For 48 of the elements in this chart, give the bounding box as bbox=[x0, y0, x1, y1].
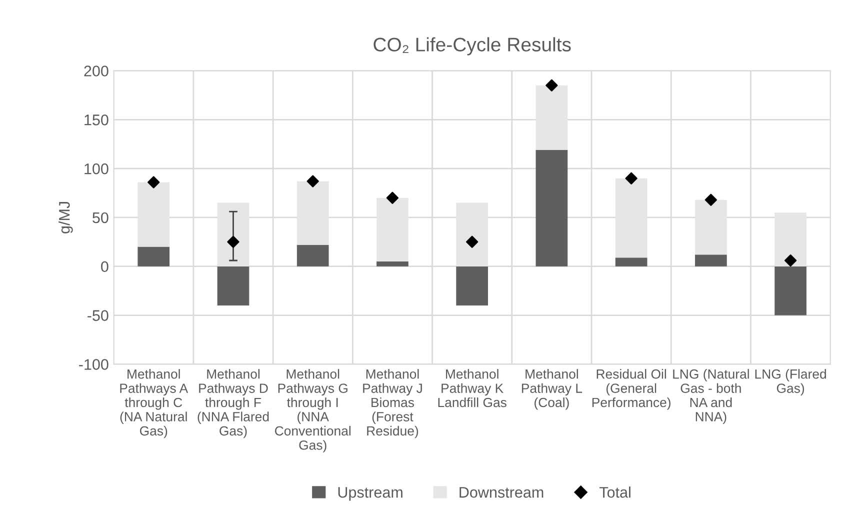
bar bbox=[615, 178, 648, 258]
bar bbox=[536, 150, 568, 266]
y-tick-label: 0 bbox=[101, 261, 108, 272]
bar bbox=[376, 261, 408, 266]
chart-title: CO₂ Life-Cycle Results bbox=[374, 37, 571, 56]
y-tick-label: -100 bbox=[79, 359, 108, 370]
bar bbox=[774, 266, 806, 316]
bar bbox=[138, 182, 170, 247]
point bbox=[784, 254, 797, 267]
bar bbox=[615, 258, 648, 266]
legend-label: Upstream bbox=[338, 487, 402, 501]
x-tick-label: Methanol Pathway L (Coal) bbox=[522, 369, 582, 410]
bar bbox=[456, 266, 488, 306]
bar bbox=[376, 198, 408, 262]
x-tick-label: Methanol Pathways D through F (NNA Flared Gas) bbox=[198, 369, 269, 438]
y-tick-label: 50 bbox=[92, 212, 108, 224]
bar bbox=[217, 266, 250, 306]
bar bbox=[217, 202, 250, 266]
point bbox=[625, 172, 638, 184]
bar bbox=[695, 200, 727, 255]
y-tick-label: 200 bbox=[84, 66, 108, 76]
point bbox=[704, 194, 718, 206]
point bbox=[546, 79, 558, 92]
bar bbox=[296, 181, 329, 245]
point bbox=[148, 176, 160, 188]
y-tick-label: -50 bbox=[88, 310, 108, 321]
bar bbox=[774, 212, 806, 266]
bar bbox=[138, 246, 170, 266]
y-axis-title: g/MJ bbox=[58, 202, 73, 234]
x-tick-label: Methanol Pathways A through C (NA Natural Gas) bbox=[120, 369, 188, 438]
point bbox=[306, 175, 319, 188]
point bbox=[227, 236, 240, 248]
x-tick-label: Methanol Pathway K Landfill Gas bbox=[438, 369, 506, 408]
y-tick-label: 150 bbox=[84, 114, 108, 126]
legend-label: Downstream bbox=[460, 487, 544, 498]
bar bbox=[695, 254, 727, 266]
x-tick-label: LNG (Flared Gas) bbox=[755, 369, 826, 396]
bar bbox=[296, 244, 329, 266]
x-tick-label: Methanol Pathway J Biomas (Forest Residue) bbox=[363, 369, 422, 438]
x-tick-label: LNG (Natural Gas - both NA and NNA) bbox=[673, 369, 749, 424]
legend-label: Total bbox=[599, 486, 630, 498]
point bbox=[466, 236, 478, 248]
y-tick-label: 100 bbox=[84, 163, 108, 174]
bar bbox=[456, 202, 488, 266]
x-tick-label: Methanol Pathways G through I (NNA Conventional Gas) bbox=[275, 369, 350, 452]
point bbox=[386, 192, 399, 204]
bar bbox=[536, 85, 568, 150]
x-tick-label: Residual Oil (General Performance) bbox=[592, 369, 670, 410]
